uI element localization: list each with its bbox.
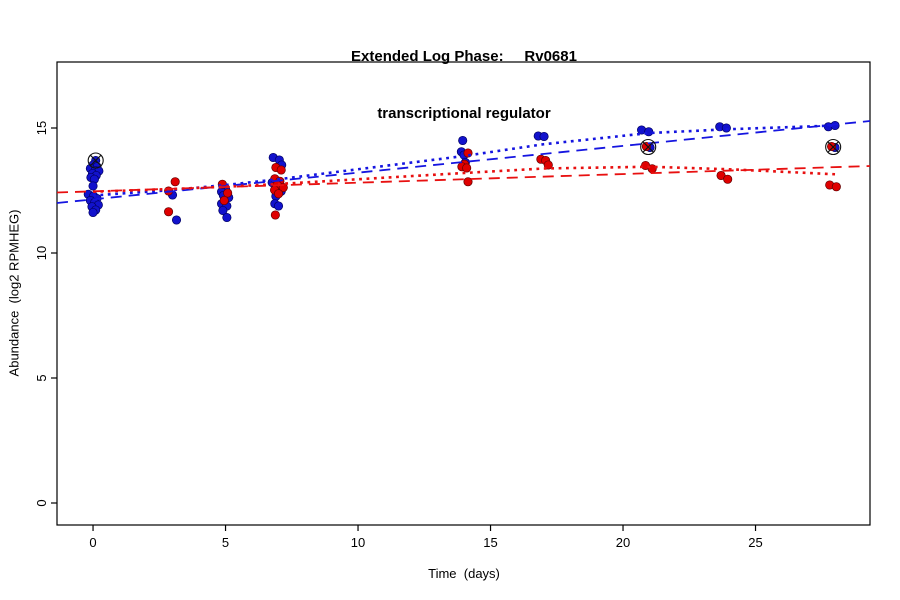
x-axis-tick-label: 0 [89, 535, 96, 550]
outlier-cross-icon [642, 141, 654, 153]
blue-series-point [222, 212, 232, 223]
x-axis-tick-label: 10 [351, 535, 365, 550]
red-series-point [164, 207, 174, 217]
red-dashed-fit-trend-line [56, 165, 871, 194]
y-axis-tick-label: 5 [34, 374, 49, 381]
chart-title-line1: Extended Log Phase: Rv0681 [351, 48, 577, 65]
x-axis-tick-label: 25 [748, 535, 762, 550]
red-series-point [219, 195, 229, 206]
red-series-point [831, 182, 841, 192]
blue-series-point [171, 215, 182, 225]
red-series-point [273, 189, 284, 199]
blue-series-point [539, 131, 549, 142]
x-axis-tick-label: 20 [616, 535, 630, 550]
red-series-point [170, 177, 180, 187]
outlier-circle-icon [87, 152, 104, 169]
red-series-point [463, 177, 473, 187]
blue-series-point [218, 205, 228, 216]
y-axis-tick-label: 10 [34, 246, 49, 260]
chart-title-line2: transcriptional regulator [377, 105, 551, 122]
y-axis-label: Abundance (log2 RPMHEG) [6, 209, 22, 377]
outlier-cross-icon [827, 141, 839, 153]
blue-series-point [88, 181, 98, 191]
blue-series-point [273, 201, 284, 211]
red-series-point [543, 160, 553, 170]
outlier-cross-icon [89, 154, 102, 167]
x-axis-tick-label: 15 [483, 535, 497, 550]
blue-series-point [721, 123, 731, 133]
red-series-point [223, 188, 233, 198]
x-axis-label: Time (days) [428, 566, 500, 581]
x-axis-tick-label: 5 [222, 535, 229, 550]
red-series-point [723, 174, 733, 184]
red-series-point [276, 165, 286, 175]
y-axis-tick-label: 15 [34, 121, 49, 135]
red-series-point [270, 210, 280, 220]
blue-series-point [458, 135, 468, 146]
red-series-point [827, 141, 837, 152]
outlier-circle-icon [640, 138, 657, 156]
red-series-point [641, 141, 651, 152]
outlier-circle-icon [825, 138, 842, 156]
red-dotted-fit-trend-line [92, 165, 836, 194]
y-axis-tick-label: 0 [34, 499, 49, 506]
plot-box [56, 61, 871, 526]
blue-series-point [88, 207, 98, 218]
chart-title: Extended Log Phase: Rv0681 transcription… [14, 9, 900, 142]
blue-dashed-fit-trend-line [56, 120, 871, 204]
red-series-point [462, 163, 472, 173]
